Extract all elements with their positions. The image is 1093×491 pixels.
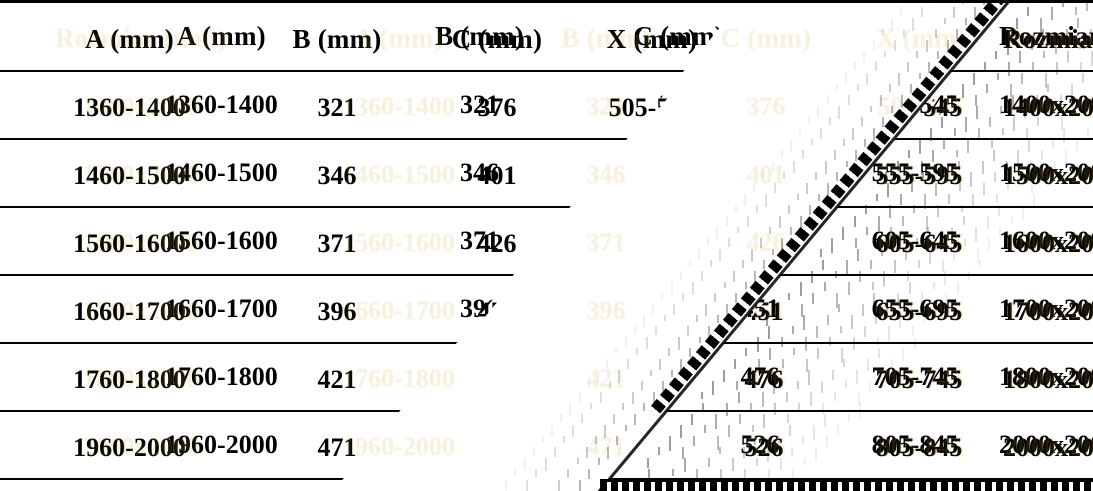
dimensions-table-residual: Rozmiar (mm) A (mm) B (mm) C (mm) X (mm)… bbox=[6, 2, 1093, 482]
cell-b: 371 bbox=[317, 229, 357, 258]
cell-overflow: 1600x2000 bbox=[1003, 229, 1093, 258]
table-body-residual: 1400x2000 1360-1400 321 376 505-545 1400… bbox=[6, 73, 1093, 481]
cell-overflow: 1800x2000 bbox=[1005, 364, 1093, 393]
cell-rozmiar: 1800x2000 bbox=[82, 364, 200, 393]
cell-b: 346 bbox=[373, 138, 586, 208]
cell-a: 1960-2000 bbox=[68, 410, 374, 480]
cell-a: 1460-1500 bbox=[73, 161, 186, 190]
cell-overflow: 1800x2000 bbox=[1003, 365, 1093, 394]
cell-a: 1360-1400 bbox=[342, 92, 455, 121]
column-header-c: C (mm) bbox=[720, 22, 812, 53]
column-header-a: A (mm) bbox=[354, 22, 443, 53]
table-row: 2000x2000 1960-2000 471 526 805-845 2000… bbox=[6, 413, 1093, 481]
cell-rozmiar: 2000x2000 bbox=[0, 410, 69, 480]
cell-overflow: 1600x2000 bbox=[1005, 228, 1093, 257]
table-row: 1800x2000 1760-1800 421 476 705-745 1800… bbox=[6, 345, 1093, 413]
cell-x: 605-645 bbox=[877, 228, 965, 257]
column-header-a: A (mm) bbox=[85, 23, 174, 54]
cell-overflow: 2000x2000 bbox=[1003, 433, 1093, 462]
cell-c: 526 bbox=[746, 432, 786, 461]
cell-overflow: 2000x2000 bbox=[1005, 432, 1093, 461]
column-header-b: B (mm) bbox=[373, 0, 586, 72]
cell-c: 376 bbox=[746, 92, 786, 121]
cell-rozmiar: 1600x2000 bbox=[82, 228, 200, 257]
cell-c: 376 bbox=[477, 93, 517, 122]
cell-overflow: 1400x2000 bbox=[1003, 93, 1093, 122]
cell-a: 1460-1500 bbox=[68, 138, 374, 208]
cell-rozmiar: 1400x2000 bbox=[82, 92, 200, 121]
cell-x: 655-695 bbox=[877, 296, 965, 325]
table-row: 1600x2000 1560-1600 371 426 605-645 1600… bbox=[6, 209, 1093, 277]
cell-c: 476 bbox=[746, 364, 786, 393]
cell-a: 1660-1700 bbox=[73, 297, 186, 326]
column-header-b: B (mm) bbox=[561, 22, 651, 53]
cell-b: 321 bbox=[586, 92, 626, 121]
cell-c: 401 bbox=[746, 160, 786, 189]
cell-a: 1360-1400 bbox=[73, 93, 186, 122]
cell-rozmiar: 1700x2000 bbox=[82, 296, 200, 325]
cell-b: 396 bbox=[317, 297, 357, 326]
cell-x: 505-545 bbox=[877, 92, 965, 121]
cell-c: 426 bbox=[746, 228, 786, 257]
cell-b: 346 bbox=[586, 160, 626, 189]
cell-rozmiar: 1500x2000 bbox=[82, 160, 200, 189]
column-header-rozmiar: Rozmiar (mm) bbox=[0, 0, 69, 72]
cell-rozmiar: 1400x2000 bbox=[0, 70, 69, 140]
table-row: 1400x2000 1360-1400 321 376 505-545 1400… bbox=[0, 70, 743, 140]
cell-overflow: 1700x2000 bbox=[1005, 296, 1093, 325]
cell-x: 705-745 bbox=[877, 364, 965, 393]
cell-a: 1560-1600 bbox=[68, 206, 374, 276]
cell-rozmiar: 1600x2000 bbox=[0, 206, 69, 276]
cell-rozmiar: 1500x2000 bbox=[0, 138, 69, 208]
cell-a: 1760-1800 bbox=[342, 364, 455, 393]
column-header-c: C (mm) bbox=[451, 23, 543, 54]
cell-overflow: 1700x2000 bbox=[1003, 297, 1093, 326]
cell-a: 1560-1600 bbox=[73, 229, 186, 258]
cell-a: 1760-1800 bbox=[73, 365, 186, 394]
cell-c: 451 bbox=[746, 296, 786, 325]
cell-b: 346 bbox=[317, 161, 357, 190]
column-header-overflow: Rozmiar (mm) bbox=[1005, 22, 1093, 53]
column-header-rozmiar: Rozmiar (mm) bbox=[54, 22, 228, 53]
cell-b: 421 bbox=[586, 364, 626, 393]
table-row: 1700x2000 1660-1700 396 451 655-695 1700… bbox=[6, 277, 1093, 345]
cell-b: 371 bbox=[586, 228, 626, 257]
cell-a: 1660-1700 bbox=[68, 274, 374, 344]
cell-b: 321 bbox=[373, 70, 586, 140]
cell-b: 471 bbox=[317, 433, 357, 462]
cell-c: 426 bbox=[477, 229, 517, 258]
cell-rozmiar: 2000x2000 bbox=[82, 432, 200, 461]
cell-a: 1960-2000 bbox=[73, 433, 186, 462]
cell-a: 1960-2000 bbox=[342, 432, 455, 461]
table-row: 1500x2000 1460-1500 346 401 555-595 1500… bbox=[0, 138, 743, 208]
cell-overflow: 1500x2000 bbox=[1005, 160, 1093, 189]
cell-b: 471 bbox=[586, 432, 626, 461]
cell-rozmiar: 1800x2000 bbox=[0, 342, 69, 412]
cell-rozmiar: 1700x2000 bbox=[0, 274, 69, 344]
cell-a: 1760-1800 bbox=[68, 342, 374, 412]
table-row: 1400x2000 1360-1400 321 376 505-545 1400… bbox=[6, 73, 1093, 141]
table-row: 1500x2000 1460-1500 346 401 555-595 1500… bbox=[6, 141, 1093, 209]
column-header-x: X (mm) bbox=[875, 22, 967, 53]
column-header-b: B (mm) bbox=[292, 23, 382, 54]
cell-a: 1460-1500 bbox=[342, 160, 455, 189]
cell-a: 1660-1700 bbox=[342, 296, 455, 325]
cell-a: 1360-1400 bbox=[68, 70, 374, 140]
cell-overflow: 1500x2000 bbox=[1003, 161, 1093, 190]
cell-overflow: 1400x2000 bbox=[1005, 92, 1093, 121]
cell-b: 321 bbox=[317, 93, 357, 122]
cell-c: 401 bbox=[477, 161, 517, 190]
cell-x: 555-595 bbox=[877, 160, 965, 189]
column-header-overflow: Rozmiar (mm) bbox=[1003, 23, 1093, 54]
column-header-a: A (mm) bbox=[68, 0, 374, 72]
cell-b: 421 bbox=[317, 365, 357, 394]
cell-a: 1560-1600 bbox=[342, 228, 455, 257]
cell-b: 396 bbox=[586, 296, 626, 325]
table-layer-residual-ghost: Rozmiar (mm) A (mm) B (mm) C (mm) X (mm)… bbox=[6, 2, 1093, 491]
table-header-row: Rozmiar (mm) A (mm) B (mm) C (mm) X (mm)… bbox=[6, 3, 1093, 73]
cell-x: 805-845 bbox=[877, 432, 965, 461]
